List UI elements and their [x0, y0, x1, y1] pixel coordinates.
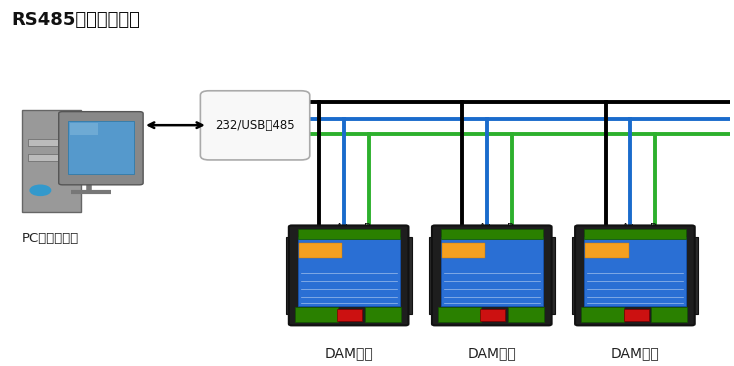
- Bar: [405, 236, 412, 314]
- FancyBboxPatch shape: [59, 112, 143, 185]
- Bar: [294, 307, 338, 322]
- Text: B-: B-: [507, 223, 517, 233]
- FancyBboxPatch shape: [200, 91, 310, 160]
- Text: DAM设备: DAM设备: [611, 346, 659, 360]
- Text: A+: A+: [622, 223, 638, 233]
- Bar: [298, 237, 399, 306]
- Text: DAM设备: DAM设备: [324, 346, 373, 360]
- Bar: [581, 307, 624, 322]
- FancyBboxPatch shape: [288, 225, 408, 325]
- Bar: [298, 229, 399, 239]
- FancyBboxPatch shape: [70, 123, 98, 135]
- Bar: [440, 237, 543, 306]
- Bar: [584, 229, 686, 239]
- Bar: [28, 154, 75, 161]
- Bar: [442, 243, 485, 258]
- FancyBboxPatch shape: [432, 225, 552, 325]
- Bar: [429, 236, 436, 314]
- Text: RS485级联接线方式: RS485级联接线方式: [11, 11, 140, 29]
- Bar: [286, 236, 292, 314]
- FancyBboxPatch shape: [575, 225, 694, 325]
- Bar: [481, 309, 506, 321]
- Text: B-: B-: [364, 223, 374, 233]
- Text: A+: A+: [479, 223, 495, 233]
- Circle shape: [30, 185, 51, 195]
- FancyBboxPatch shape: [68, 121, 134, 174]
- Bar: [584, 237, 686, 306]
- Text: 屏蔽: 屏蔽: [313, 223, 326, 233]
- Bar: [651, 307, 687, 322]
- Bar: [337, 309, 363, 321]
- Text: DAM设备: DAM设备: [468, 346, 516, 360]
- Bar: [437, 307, 481, 322]
- Text: 232/USB转485: 232/USB转485: [215, 119, 295, 132]
- Text: B-: B-: [650, 223, 661, 233]
- Bar: [623, 309, 649, 321]
- Bar: [440, 229, 543, 239]
- Bar: [28, 139, 75, 146]
- FancyBboxPatch shape: [22, 110, 81, 212]
- Bar: [508, 307, 544, 322]
- Bar: [573, 236, 578, 314]
- Text: A+: A+: [335, 223, 352, 233]
- Bar: [299, 243, 342, 258]
- Bar: [365, 307, 401, 322]
- Bar: [691, 236, 698, 314]
- Text: 屏蔽: 屏蔽: [599, 223, 612, 233]
- Text: 屏蔽: 屏蔽: [456, 223, 469, 233]
- Text: PC（上位机）: PC（上位机）: [22, 232, 79, 246]
- Bar: [549, 236, 556, 314]
- Bar: [586, 243, 628, 258]
